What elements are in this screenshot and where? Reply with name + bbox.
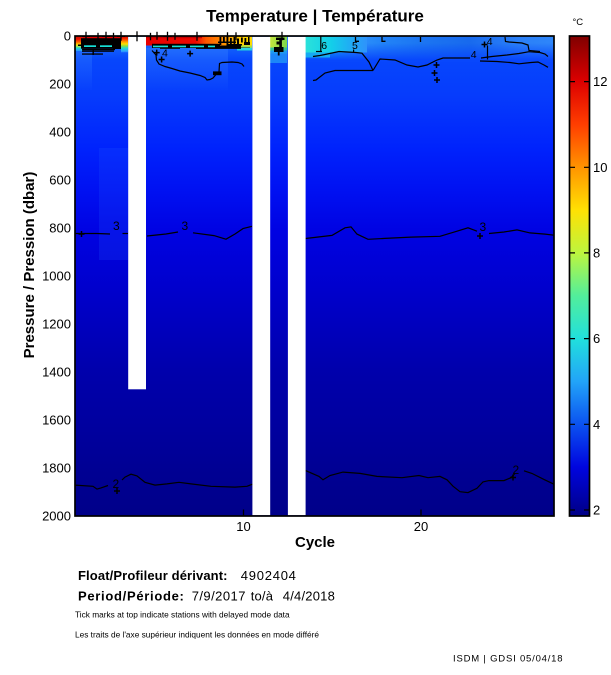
- svg-text:to/à: to/à: [251, 589, 274, 604]
- svg-text:1800: 1800: [42, 461, 71, 476]
- svg-text:0: 0: [64, 29, 71, 44]
- svg-text:3: 3: [113, 219, 120, 233]
- svg-text:Cycle: Cycle: [295, 534, 335, 551]
- svg-text:4: 4: [471, 49, 477, 61]
- svg-text:4: 4: [162, 48, 168, 60]
- svg-text:400: 400: [49, 125, 71, 140]
- svg-text:1600: 1600: [42, 413, 71, 428]
- svg-text:7/9/2017: 7/9/2017: [192, 589, 246, 604]
- svg-text:Float/Profileur dérivant:: Float/Profileur dérivant:: [78, 568, 228, 583]
- svg-text:2000: 2000: [42, 509, 71, 524]
- svg-text:800: 800: [49, 221, 71, 236]
- svg-text:2: 2: [513, 463, 520, 477]
- svg-text:Les traits de l'axe supérieur: Les traits de l'axe supérieur indiquent …: [75, 630, 319, 640]
- svg-text:6: 6: [321, 40, 327, 52]
- svg-text:°C: °C: [573, 17, 584, 28]
- svg-text:Temperature | Température: Temperature | Température: [206, 7, 424, 26]
- svg-text:3: 3: [480, 220, 487, 234]
- svg-text:10: 10: [236, 519, 250, 534]
- svg-text:Tick marks at top indicate sta: Tick marks at top indicate stations with…: [75, 610, 290, 620]
- svg-text:600: 600: [49, 173, 71, 188]
- svg-text:2: 2: [593, 503, 600, 518]
- svg-text:4: 4: [593, 417, 600, 432]
- svg-text:1000: 1000: [42, 269, 71, 284]
- svg-text:10: 10: [593, 160, 607, 175]
- svg-text:1200: 1200: [42, 317, 71, 332]
- svg-text:12: 12: [593, 74, 607, 89]
- svg-text:20: 20: [414, 519, 428, 534]
- svg-text:1400: 1400: [42, 365, 71, 380]
- svg-text:ISDM | GDSI 05/04/18: ISDM | GDSI 05/04/18: [453, 654, 563, 665]
- svg-text:Pressure / Pression (dbar): Pressure / Pression (dbar): [21, 172, 38, 359]
- svg-text:2: 2: [113, 477, 120, 491]
- svg-text:4902404: 4902404: [241, 568, 297, 583]
- svg-text:8: 8: [593, 245, 600, 260]
- svg-text:Period/Période:: Period/Période:: [78, 589, 185, 604]
- svg-text:4/4/2018: 4/4/2018: [283, 589, 335, 604]
- svg-text:6: 6: [593, 331, 600, 346]
- svg-text:200: 200: [49, 77, 71, 92]
- svg-text:4: 4: [487, 36, 493, 48]
- svg-text:5: 5: [352, 40, 358, 52]
- svg-text:3: 3: [182, 219, 189, 233]
